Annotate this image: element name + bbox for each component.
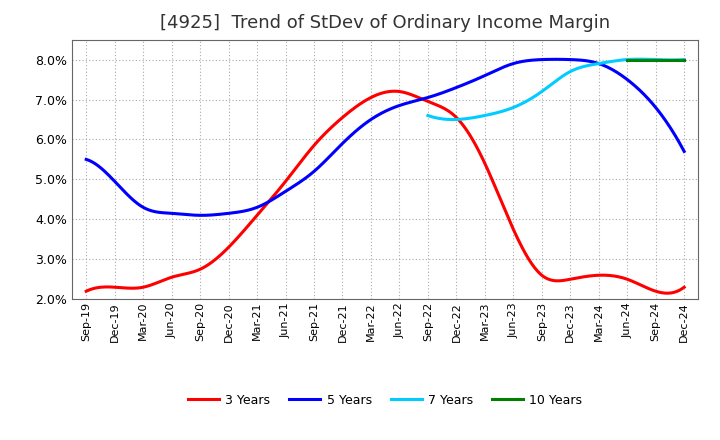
5 Years — [278, 191, 287, 196]
5 Years — [154, 209, 163, 215]
Line: 5 Years: 5 Years — [86, 59, 684, 215]
3 Years — [663, 290, 672, 296]
3 Years — [515, 239, 523, 245]
10 Years — [652, 57, 660, 62]
3 Years — [518, 245, 526, 250]
5 Years — [197, 213, 206, 218]
3 Years — [391, 88, 400, 94]
3 Years — [82, 289, 91, 294]
Legend: 3 Years, 5 Years, 7 Years, 10 Years: 3 Years, 5 Years, 7 Years, 10 Years — [183, 389, 588, 411]
5 Years — [551, 57, 559, 62]
3 Years — [276, 184, 285, 190]
7 Years — [585, 62, 594, 68]
3 Years — [319, 133, 328, 138]
5 Years — [680, 149, 688, 154]
5 Years — [320, 159, 329, 164]
3 Years — [459, 124, 468, 129]
5 Years — [515, 59, 523, 65]
3 Years — [154, 280, 163, 285]
5 Years — [82, 157, 91, 162]
7 Years — [611, 59, 619, 64]
7 Years — [635, 56, 644, 62]
10 Years — [680, 57, 688, 62]
7 Years — [508, 105, 516, 110]
Title: [4925]  Trend of StDev of Ordinary Income Margin: [4925] Trend of StDev of Ordinary Income… — [160, 15, 611, 33]
7 Years — [423, 113, 432, 118]
5 Years — [459, 82, 468, 87]
5 Years — [518, 59, 526, 64]
7 Years — [609, 59, 618, 64]
Line: 7 Years: 7 Years — [428, 59, 684, 120]
Line: 3 Years: 3 Years — [86, 91, 684, 293]
7 Years — [680, 57, 688, 62]
7 Years — [449, 117, 457, 122]
10 Years — [623, 57, 631, 62]
7 Years — [455, 117, 464, 122]
3 Years — [680, 285, 688, 290]
7 Years — [526, 97, 534, 102]
